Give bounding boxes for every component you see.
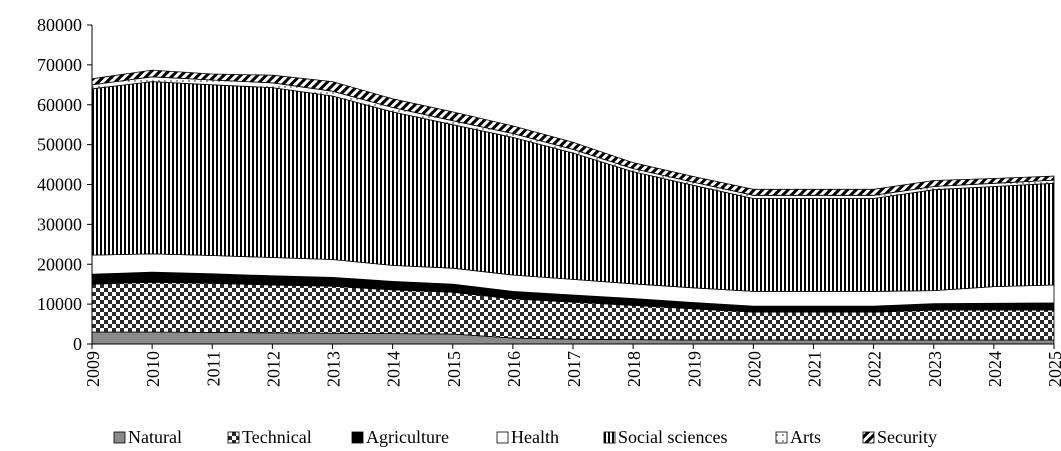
legend-swatch [775,431,788,444]
legend-item-natural: Natural [113,427,182,447]
legend-swatch [603,431,616,444]
legend: Natural Technical Agriculture Health Social … [113,427,937,447]
legend-label: Technical [242,427,312,447]
legend-label: Security [877,427,937,447]
x-tick-label: 2018 [624,351,644,387]
legend-swatch [113,431,126,444]
legend-swatch [496,431,509,444]
legend-item-technical: Technical [227,427,312,447]
x-tick-label: 2021 [805,351,825,387]
x-tick-label: 2014 [384,351,404,387]
x-tick-label: 2019 [684,351,704,387]
x-tick-label: 2015 [444,351,464,387]
y-tick-label: 80000 [37,15,82,35]
legend-label: Health [511,427,559,447]
x-tick-label: 2013 [324,351,344,387]
area-series-security [91,69,1055,196]
x-tick-label: 2020 [744,351,764,387]
legend-swatch [227,431,240,444]
legend-label: Natural [128,427,182,447]
x-tick-label: 2009 [83,351,103,387]
x-tick-label: 2010 [143,351,163,387]
x-tick-label: 2011 [203,351,223,386]
legend-item-arts: Arts [775,427,821,447]
legend-swatch [862,431,875,444]
y-axis: 0 10000 20000 30000 40000 50000 60000 70000 8000… [37,15,93,354]
y-tick-label: 50000 [37,135,82,155]
x-tick-label: 2016 [504,351,524,387]
y-tick-label: 10000 [37,294,82,314]
x-tick-label: 2025 [1045,351,1061,387]
y-tick-label: 40000 [37,175,82,195]
y-tick-label: 0 [73,334,82,354]
legend-label: Arts [790,427,821,447]
legend-item-agriculture: Agriculture [351,427,449,447]
x-tick-label: 2012 [263,351,283,387]
y-tick-label: 60000 [37,95,82,115]
legend-swatch [351,431,364,444]
legend-item-health: Health [496,427,559,447]
y-tick-label: 30000 [37,214,82,234]
x-tick-label: 2024 [985,351,1005,387]
x-tick-label: 2022 [865,351,885,387]
x-tick-label: 2023 [925,351,945,387]
y-tick-label: 20000 [37,254,82,274]
legend-item-security: Security [862,427,937,447]
legend-item-social-sciences: Social sciences [603,427,727,447]
y-tick-label: 70000 [37,55,82,75]
plot-area [91,69,1055,345]
legend-label: Agriculture [366,427,449,447]
legend-label: Social sciences [618,427,727,447]
x-axis: 2009 2010 2011 2012 2013 2014 2015 2016 2017 2018… [83,343,1061,387]
x-tick-label: 2017 [564,351,584,387]
